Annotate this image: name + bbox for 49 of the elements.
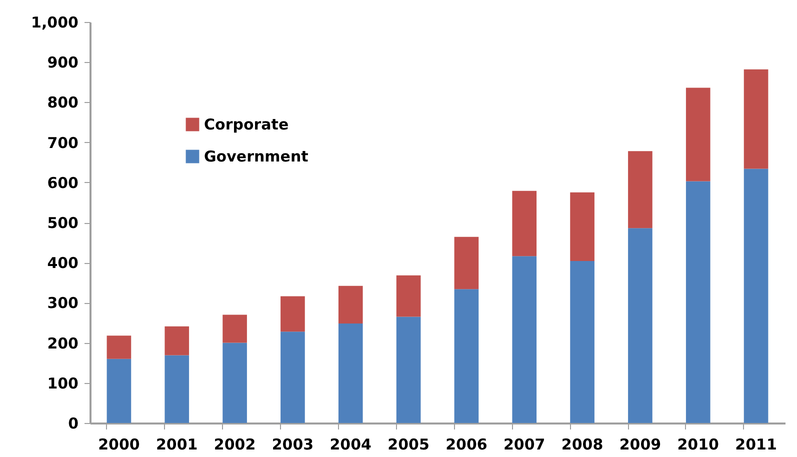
bar — [512, 190, 537, 256]
legend-label: Government — [204, 148, 308, 166]
bar — [338, 286, 363, 324]
y-tick-label: 100 — [47, 374, 78, 392]
bar — [106, 336, 132, 359]
x-tick-label: 2007 — [504, 436, 546, 454]
y-tick-label: 400 — [47, 254, 78, 272]
x-tick-label: 2002 — [214, 436, 256, 454]
bar — [396, 316, 421, 423]
bar — [106, 358, 132, 423]
x-tick-label: 2003 — [272, 436, 314, 454]
x-tick-label: 2011 — [735, 436, 777, 454]
bar — [222, 342, 247, 423]
bar — [396, 275, 421, 317]
bar — [512, 256, 537, 423]
y-tick-label: 200 — [47, 334, 78, 352]
x-tick-label: 2008 — [561, 436, 604, 454]
y-tick-label: 0 — [68, 414, 78, 432]
bar — [744, 168, 768, 423]
bar — [744, 69, 768, 169]
bar — [454, 236, 479, 290]
bar — [222, 314, 247, 343]
y-tick-label: 700 — [47, 134, 78, 152]
bar — [570, 192, 594, 261]
x-tick-label: 2009 — [619, 436, 662, 454]
bar — [628, 151, 652, 228]
bar — [454, 289, 479, 423]
bar — [686, 88, 710, 182]
x-tick-label: 2001 — [156, 436, 198, 454]
x-tick-label: 2010 — [677, 436, 719, 454]
y-tick-label: 900 — [47, 54, 78, 72]
y-tick-label: 600 — [47, 174, 78, 192]
bar — [164, 326, 190, 356]
legend-label: Corporate — [204, 116, 289, 134]
y-tick-label: 1,000 — [31, 14, 78, 32]
bar — [280, 296, 305, 332]
bar — [338, 324, 363, 423]
x-tick-label: 2004 — [330, 436, 372, 454]
bar — [686, 181, 710, 423]
bar — [570, 260, 594, 423]
bar — [164, 355, 190, 423]
x-tick-label: 2005 — [388, 436, 430, 454]
x-tick-label: 2006 — [446, 436, 488, 454]
y-tick-label: 800 — [47, 94, 78, 112]
x-tick-label: 2000 — [98, 436, 140, 454]
bar — [628, 228, 652, 423]
y-tick-label: 500 — [47, 214, 78, 232]
bar — [280, 332, 305, 423]
y-tick-label: 300 — [47, 294, 78, 312]
